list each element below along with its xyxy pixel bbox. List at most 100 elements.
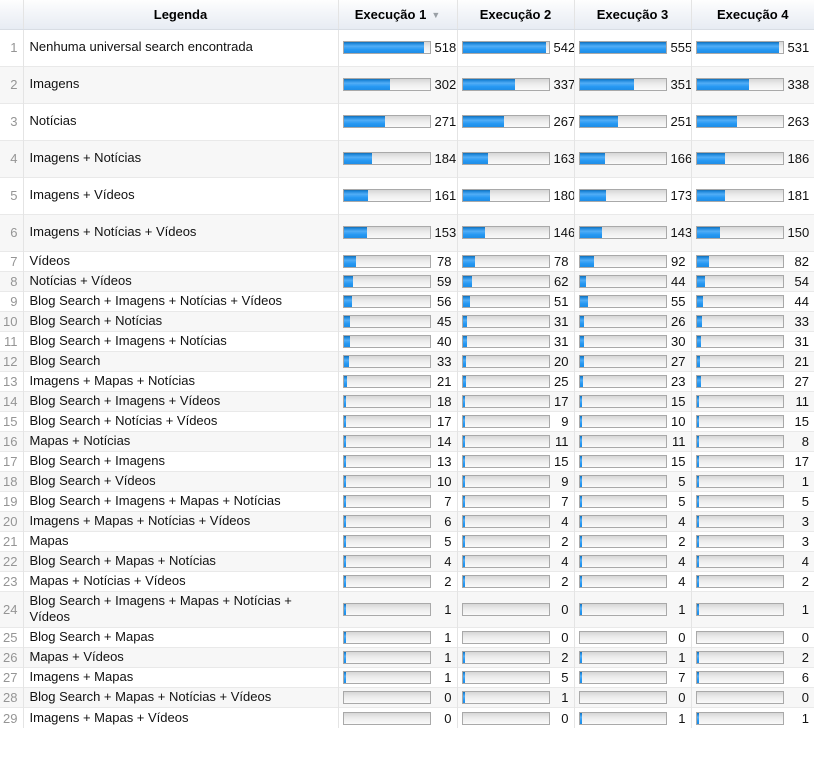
cell-value: 10 — [671, 413, 686, 429]
value-cell: 6 — [338, 510, 458, 531]
bar-fill — [696, 153, 726, 164]
value-cell: 78 — [457, 250, 575, 271]
value-cell: 25 — [457, 370, 575, 391]
table-row: 3 Notícias 271 267 251 — [0, 102, 814, 140]
value-cell: 45 — [338, 310, 458, 331]
value-cell: 351 — [574, 65, 692, 103]
cell-value: 0 — [678, 690, 686, 706]
value-cell: 30 — [574, 330, 692, 351]
table-row: 11 Blog Search + Imagens + Notícias 40 3… — [0, 330, 814, 351]
bar-fill — [343, 575, 346, 587]
cell-value: 2 — [444, 573, 452, 589]
cell-value: 337 — [553, 77, 574, 92]
value-cell: 0 — [691, 627, 814, 648]
cell-value: 7 — [444, 493, 452, 509]
bar-fill — [696, 652, 699, 664]
bar-fill — [696, 455, 700, 467]
bar-track — [578, 254, 667, 268]
bar-fill — [343, 42, 424, 53]
bar-fill — [462, 227, 486, 238]
value-cell: 7 — [338, 490, 458, 511]
cell-value: 143 — [670, 225, 691, 240]
row-legend: Mapas + Notícias + Vídeos — [23, 570, 339, 591]
cell-value: 251 — [670, 114, 691, 129]
table-row: 13 Imagens + Mapas + Notícias 21 25 — [0, 370, 814, 391]
bar-fill — [696, 435, 699, 447]
bar-fill — [462, 515, 465, 527]
cell-value: 44 — [671, 273, 686, 289]
bar-track — [578, 314, 667, 328]
bar-track — [342, 554, 431, 568]
bar-fill — [343, 355, 349, 367]
cell-value: 0 — [444, 710, 452, 726]
value-cell: 1 — [457, 687, 575, 708]
bar-fill — [579, 227, 602, 238]
value-cell: 166 — [574, 139, 692, 177]
bar-track — [695, 434, 784, 448]
bar-fill — [343, 275, 353, 287]
row-legend: Blog Search + Notícias — [23, 310, 339, 331]
value-cell: 267 — [457, 102, 575, 140]
cell-value: 11 — [555, 433, 569, 449]
value-cell: 1 — [574, 590, 692, 628]
execution-1-column-label: Execução 1 — [354, 6, 427, 22]
table-row: 5 Imagens + Vídeos 161 180 — [0, 176, 814, 214]
cell-value: 23 — [671, 373, 686, 389]
bar-track — [695, 254, 784, 268]
value-cell: 181 — [691, 176, 814, 214]
bar-fill — [462, 355, 466, 367]
table-row: 20 Imagens + Mapas + Notícias + Vídeos 6… — [0, 510, 814, 531]
bar-fill — [462, 652, 465, 664]
row-number: 25 — [0, 627, 24, 648]
bar-track — [695, 78, 784, 91]
bar-track — [695, 226, 784, 239]
value-cell: 143 — [574, 213, 692, 251]
row-number: 16 — [0, 430, 24, 451]
bar-fill — [696, 515, 699, 527]
row-number: 6 — [0, 213, 24, 251]
value-cell: 11 — [691, 390, 814, 411]
value-cell: 9 — [457, 470, 575, 491]
bar-fill — [579, 712, 582, 724]
value-cell: 163 — [457, 139, 575, 177]
value-cell: 92 — [574, 250, 692, 271]
row-legend: Imagens + Notícias + Vídeos — [23, 213, 339, 251]
row-number: 23 — [0, 570, 24, 591]
bar-track — [578, 651, 667, 665]
execution-2-column-header[interactable]: Execução 2 — [457, 0, 575, 30]
cell-value: 7 — [561, 493, 569, 509]
bar-fill — [579, 116, 619, 127]
row-legend: Mapas — [23, 530, 339, 551]
bar-track — [578, 294, 667, 308]
cell-value: 0 — [678, 630, 686, 646]
cell-value: 5 — [801, 493, 809, 509]
execution-4-column-header[interactable]: Execução 4 — [691, 0, 814, 30]
cell-value: 271 — [434, 114, 457, 129]
cell-value: 146 — [553, 225, 574, 240]
bar-track — [578, 334, 667, 348]
bar-track — [461, 651, 550, 665]
execution-1-column-header[interactable]: Execução 1 ▼ — [338, 0, 458, 30]
bar-fill — [343, 475, 346, 487]
bar-fill — [462, 79, 515, 90]
value-cell: 337 — [457, 65, 575, 103]
execution-3-column-header[interactable]: Execução 3 — [574, 0, 692, 30]
row-number: 26 — [0, 647, 24, 668]
bar-track — [695, 115, 784, 128]
value-cell: 26 — [574, 310, 692, 331]
row-number: 3 — [0, 102, 24, 140]
bar-track — [578, 534, 667, 548]
value-cell: 27 — [574, 350, 692, 371]
row-legend: Blog Search + Notícias + Vídeos — [23, 410, 339, 431]
table-row: 17 Blog Search + Imagens 13 15 — [0, 450, 814, 471]
cell-value: 1 — [678, 601, 686, 617]
bar-track — [695, 651, 784, 665]
legend-column-header[interactable]: Legenda — [23, 0, 339, 30]
row-number: 10 — [0, 310, 24, 331]
value-cell: 82 — [691, 250, 814, 271]
bar-track — [695, 374, 784, 388]
cell-value: 3 — [801, 533, 809, 549]
value-cell: 21 — [691, 350, 814, 371]
row-legend: Imagens + Mapas + Notícias + Vídeos — [23, 510, 339, 531]
value-cell: 17 — [691, 450, 814, 471]
